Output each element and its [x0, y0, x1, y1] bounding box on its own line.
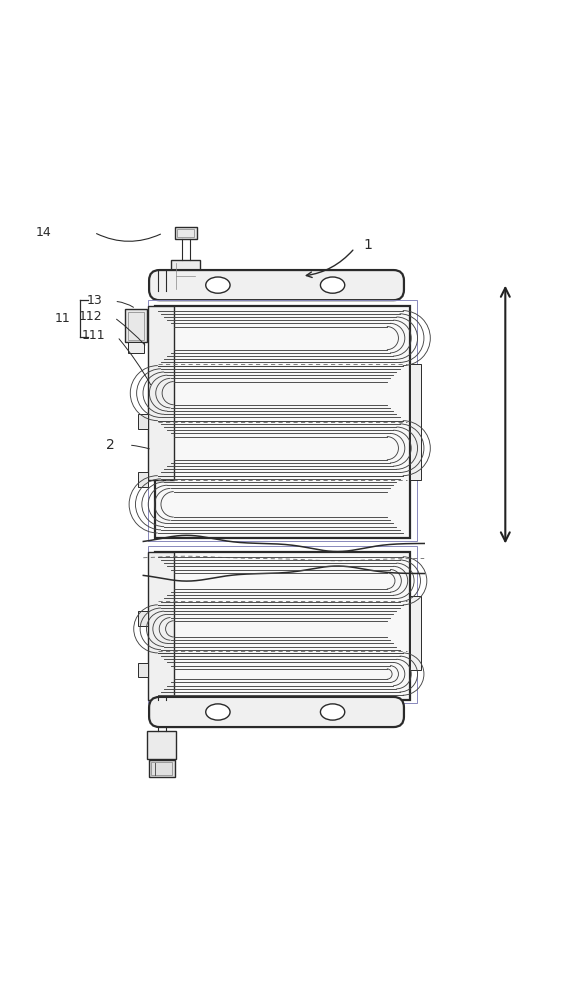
Bar: [137, 663, 148, 677]
Bar: [148, 300, 417, 541]
Bar: [155, 306, 410, 538]
Text: 111: 111: [82, 329, 106, 342]
Bar: [147, 731, 176, 759]
Bar: [155, 552, 410, 700]
Text: 2: 2: [105, 438, 114, 452]
Bar: [148, 306, 174, 480]
Text: 11: 11: [55, 312, 71, 325]
Bar: [171, 260, 200, 291]
Text: 1: 1: [363, 238, 372, 252]
FancyBboxPatch shape: [149, 270, 404, 300]
Ellipse shape: [206, 277, 230, 293]
Ellipse shape: [321, 704, 345, 720]
Bar: [127, 342, 144, 353]
Bar: [177, 229, 194, 237]
Bar: [148, 552, 174, 700]
Text: 112: 112: [79, 310, 103, 323]
Ellipse shape: [321, 277, 345, 293]
Ellipse shape: [206, 704, 230, 720]
Text: 13: 13: [87, 294, 103, 307]
FancyBboxPatch shape: [149, 697, 404, 727]
Bar: [137, 414, 148, 429]
Bar: [127, 312, 144, 340]
Bar: [125, 309, 147, 342]
Bar: [149, 760, 175, 777]
Bar: [137, 472, 148, 487]
Bar: [137, 611, 148, 626]
Bar: [151, 762, 172, 775]
Text: 14: 14: [36, 226, 52, 239]
Bar: [148, 546, 417, 703]
Bar: [410, 364, 421, 480]
Bar: [410, 596, 421, 670]
Bar: [175, 227, 197, 239]
